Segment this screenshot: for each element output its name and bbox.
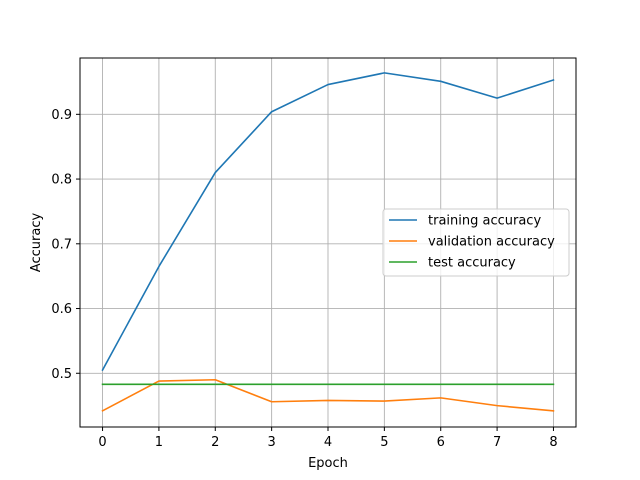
y-tick-label: 0.9: [51, 108, 72, 123]
x-tick-label: 1: [155, 435, 163, 450]
x-tick-label: 7: [493, 435, 501, 450]
x-tick-label: 6: [437, 435, 445, 450]
y-tick-label: 0.6: [51, 302, 72, 317]
y-tick-label: 0.7: [51, 237, 72, 252]
x-tick-label: 2: [211, 435, 219, 450]
series-line-training-accuracy: [101, 72, 555, 372]
legend-label-training-accuracy: training accuracy: [428, 214, 541, 229]
legend-box: [382, 208, 570, 277]
legend-label-validation-accuracy: validation accuracy: [428, 235, 555, 250]
axis-ticks: 0 1 2 3 4 5 6 7 8 0.5 0.6 0.7 0.8 0.9: [51, 108, 557, 450]
x-tick-label: 0: [98, 435, 106, 450]
x-tick-label: 8: [549, 435, 557, 450]
x-tick-label: 3: [267, 435, 275, 450]
y-tick-label: 0.8: [51, 173, 72, 188]
y-tick-label: 0.5: [51, 367, 72, 382]
x-tick-label: 5: [380, 435, 388, 450]
y-axis-label: Accuracy: [29, 213, 44, 273]
series-lines: [101, 72, 555, 412]
legend: training accuracy validation accuracy test…: [382, 208, 570, 277]
legend-label-test-accuracy: test accuracy: [428, 256, 516, 271]
x-tick-label: 4: [324, 435, 332, 450]
x-axis-label: Epoch: [308, 456, 348, 471]
series-line-validation-accuracy: [101, 378, 555, 412]
